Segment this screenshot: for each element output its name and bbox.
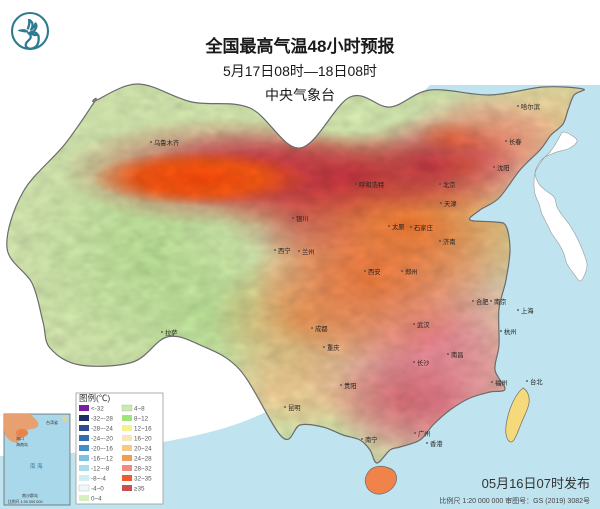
svg-text:沈阳: 沈阳	[497, 163, 510, 172]
svg-text:-16~-12: -16~-12	[91, 456, 113, 463]
svg-text:天津: 天津	[444, 200, 457, 208]
svg-text:香港: 香港	[430, 439, 443, 448]
svg-text:济南: 济南	[443, 237, 456, 246]
svg-text:乌鲁木齐: 乌鲁木齐	[154, 138, 180, 147]
svg-text:北京: 北京	[443, 180, 456, 189]
svg-text:台湾省: 台湾省	[46, 419, 58, 425]
svg-text:广州: 广州	[418, 429, 431, 438]
svg-text:台北: 台北	[530, 377, 543, 386]
svg-text:呼和浩特: 呼和浩特	[359, 180, 385, 189]
svg-text:05月16日07时发布: 05月16日07时发布	[482, 476, 590, 491]
svg-text:中央气象台: 中央气象台	[265, 87, 335, 103]
svg-text:全国最高气温48小时预报: 全国最高气温48小时预报	[205, 36, 395, 56]
svg-text:-12~-8: -12~-8	[91, 466, 110, 473]
svg-text:南 海: 南 海	[30, 462, 43, 470]
svg-text:≥35: ≥35	[134, 486, 145, 493]
svg-text:西安: 西安	[368, 267, 381, 276]
svg-text:拉萨: 拉萨	[165, 328, 178, 337]
svg-text:银川: 银川	[296, 214, 309, 223]
svg-text:上海: 上海	[521, 306, 534, 315]
svg-text:-20~-16: -20~-16	[91, 446, 113, 453]
svg-text:0~4: 0~4	[91, 496, 102, 503]
svg-text:昆明: 昆明	[288, 404, 301, 412]
svg-text:图例(℃): 图例(℃)	[79, 393, 110, 403]
svg-text:西宁: 西宁	[278, 246, 291, 255]
svg-text:杭州: 杭州	[504, 327, 517, 336]
svg-text:32~35: 32~35	[134, 476, 152, 483]
svg-text:石家庄: 石家庄	[414, 223, 433, 232]
svg-text:比例尺 1:30 000 000: 比例尺 1:30 000 000	[8, 499, 43, 504]
svg-text:-24~-20: -24~-20	[91, 436, 113, 443]
svg-text:太原: 太原	[392, 222, 405, 231]
svg-text:郑州: 郑州	[405, 268, 418, 276]
svg-text:-32~-28: -32~-28	[91, 416, 113, 423]
svg-text:兰州: 兰州	[302, 247, 315, 256]
svg-text:<-32: <-32	[91, 406, 104, 413]
svg-text:合肥: 合肥	[476, 297, 489, 306]
svg-text:8~12: 8~12	[134, 416, 149, 423]
svg-text:4~8: 4~8	[134, 406, 145, 413]
svg-text:南宁: 南宁	[365, 435, 378, 444]
svg-text:南沙群岛: 南沙群岛	[22, 492, 38, 498]
svg-text:重庆: 重庆	[327, 343, 340, 352]
svg-text:5月17日08时—18日08时: 5月17日08时—18日08时	[223, 63, 377, 79]
svg-text:南京: 南京	[494, 297, 507, 306]
svg-text:哈尔滨: 哈尔滨	[521, 102, 541, 111]
svg-text:福州: 福州	[495, 378, 508, 387]
svg-text:24~28: 24~28	[134, 456, 152, 463]
svg-text:南昌: 南昌	[451, 350, 464, 359]
svg-text:20~24: 20~24	[134, 446, 152, 453]
svg-text:28~32: 28~32	[134, 466, 152, 473]
svg-text:比例尺 1:20 000 000 审图号：GS (20: 比例尺 1:20 000 000 审图号：GS (2019) 3082号	[439, 496, 590, 505]
svg-text:16~20: 16~20	[134, 436, 152, 443]
svg-text:-8~-4: -8~-4	[91, 476, 106, 483]
svg-text:武汉: 武汉	[417, 320, 430, 329]
svg-text:长沙: 长沙	[417, 358, 430, 367]
svg-text:海口: 海口	[16, 435, 24, 441]
svg-text:12~16: 12~16	[134, 426, 152, 433]
svg-text:海南岛: 海南岛	[16, 441, 28, 447]
svg-text:长春: 长春	[509, 137, 522, 146]
svg-text:贵阳: 贵阳	[344, 381, 357, 390]
svg-text:-4~0: -4~0	[91, 486, 104, 493]
svg-text:-28~-24: -28~-24	[91, 426, 113, 433]
svg-text:成都: 成都	[315, 324, 328, 333]
